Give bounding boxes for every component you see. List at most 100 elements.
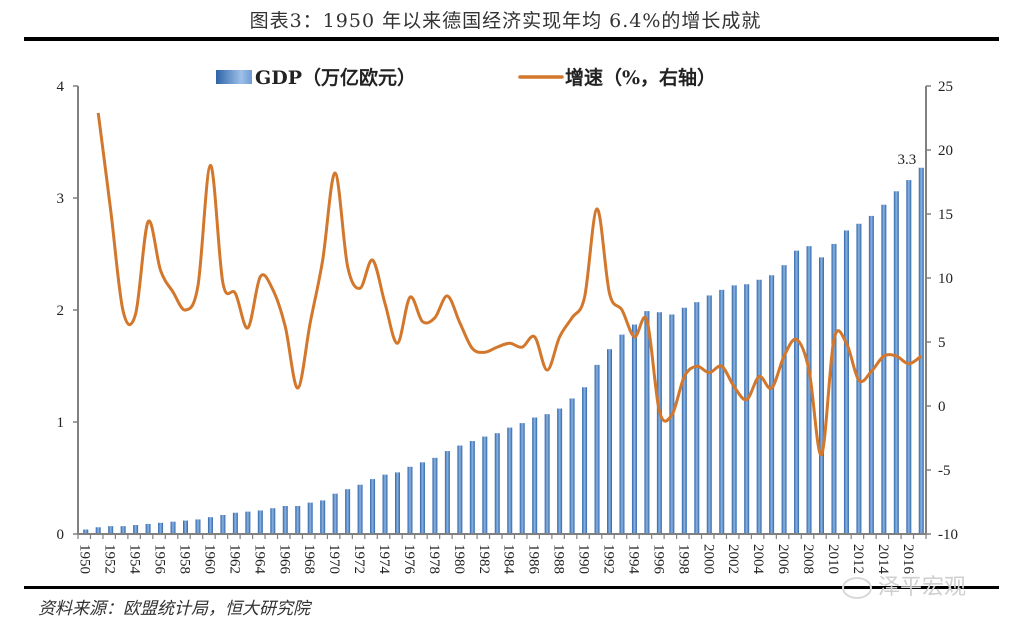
gdp-bar-2013 <box>868 215 874 535</box>
x-tick-label: 1998 <box>675 544 691 574</box>
x-tick-label: 2006 <box>775 544 791 575</box>
gdp-bar-1979 <box>444 451 450 534</box>
x-tick-label: 2012 <box>850 544 866 574</box>
axis-labels: 0 1 2 3 4 -10 -5 0 5 10 15 20 25 1950 1952 1954 1956 1958… <box>57 79 959 575</box>
watermark-text: 泽平宏观 <box>878 575 967 600</box>
x-tick-label: 1984 <box>501 544 517 575</box>
gdp-bar-1974 <box>382 474 388 534</box>
x-tick-label: 1962 <box>226 544 242 574</box>
x-tick-label: 2010 <box>825 544 841 574</box>
gdp-bar-1969 <box>320 500 326 534</box>
gdp-bar-2010 <box>831 243 837 535</box>
x-tick-label: 1982 <box>476 544 492 574</box>
axes <box>73 85 931 539</box>
gdp-bar-1968 <box>307 502 313 534</box>
x-tick-label: 1992 <box>601 544 617 574</box>
gdp-bar-1996 <box>656 312 662 534</box>
gdp-bar-2003 <box>744 284 750 534</box>
gdp-bar-1951 <box>95 527 101 534</box>
legend: GDP（万亿欧元） 增速（%，右轴） <box>216 66 716 89</box>
x-tick-label: 1952 <box>102 544 118 574</box>
gdp-bar-2005 <box>769 275 775 534</box>
legend-growth-label: 增速（%，右轴） <box>565 66 716 89</box>
gdp-bar-1991 <box>594 364 600 534</box>
left-tick-label: 4 <box>57 79 65 95</box>
gdp-bar-1997 <box>669 314 675 534</box>
gdp-bar-1960 <box>207 517 213 534</box>
x-tick-label: 2004 <box>750 544 766 575</box>
gdp-bar-1981 <box>469 441 475 534</box>
gdp-bar-2006 <box>781 265 787 534</box>
x-tick-label: 1950 <box>77 544 93 574</box>
legend-gdp-label: GDP（万亿欧元） <box>255 66 416 89</box>
gdp-bar-2001 <box>719 289 725 534</box>
right-tick-label: 5 <box>938 335 946 351</box>
gdp-bar-1950 <box>83 529 89 534</box>
x-tick-label: 1980 <box>451 544 467 574</box>
right-tick-label: 25 <box>938 79 953 95</box>
x-tick-label: 1974 <box>376 544 392 575</box>
gdp-bar-1995 <box>644 311 650 534</box>
gdp-bar-1954 <box>133 525 139 534</box>
left-tick-label: 2 <box>57 303 65 319</box>
gdp-bar-1975 <box>395 472 400 534</box>
bottom-rule <box>24 586 999 589</box>
gdp-bar-1965 <box>270 508 276 534</box>
top-rule <box>24 37 999 41</box>
gdp-bar-2009 <box>819 257 824 534</box>
x-tick-label: 1970 <box>326 544 342 574</box>
x-tick-label: 2000 <box>700 544 716 574</box>
gdp-bar-1982 <box>482 436 488 534</box>
gdp-bar-1958 <box>183 520 188 534</box>
gdp-bar-2002 <box>731 285 737 534</box>
gdp-bar-1959 <box>195 519 201 534</box>
left-tick-label: 1 <box>57 415 65 431</box>
x-tick-label: 1996 <box>650 544 666 575</box>
gdp-bars <box>83 167 924 535</box>
legend-bar-swatch <box>216 70 252 84</box>
gdp-bar-2016 <box>906 180 912 534</box>
gdp-bar-1980 <box>457 445 463 534</box>
gdp-bar-1976 <box>407 466 413 534</box>
source-note: 资料来源：欧盟统计局，恒大研究院 <box>38 599 310 619</box>
gdp-bar-1993 <box>619 334 625 534</box>
gdp-bar-1961 <box>220 514 226 534</box>
gdp-bar-2014 <box>881 204 887 534</box>
gdp-bar-1987 <box>544 414 550 534</box>
gdp-bar-1989 <box>569 398 575 534</box>
chart-title: 图表3：1950 年以来德国经济实现年均 6.4%的增长成就 <box>249 10 762 32</box>
gdp-bar-1962 <box>232 512 238 534</box>
gdp-bar-2008 <box>806 246 812 534</box>
right-tick-label: -10 <box>938 527 958 543</box>
gdp-bar-1998 <box>681 307 687 534</box>
x-tick-label: 1968 <box>301 544 317 574</box>
gdp-bar-2015 <box>893 191 899 534</box>
gdp-bar-1988 <box>557 408 563 534</box>
gdp-bar-1957 <box>170 521 176 534</box>
gdp-bar-1977 <box>419 462 425 534</box>
gdp-bar-1972 <box>357 484 363 534</box>
x-tick-label: 1988 <box>551 544 567 574</box>
gdp-bar-1990 <box>582 387 588 534</box>
x-tick-label: 1958 <box>177 544 193 574</box>
growth-line <box>96 112 923 457</box>
left-tick-label: 0 <box>57 527 65 543</box>
x-tick-label: 2008 <box>800 544 816 574</box>
x-tick-label: 1966 <box>276 544 292 575</box>
right-tick-label: 10 <box>938 271 953 287</box>
right-tick-label: -5 <box>938 463 951 479</box>
x-tick-label: 2016 <box>900 544 916 575</box>
gdp-bar-1984 <box>507 427 513 534</box>
gdp-bar-1983 <box>494 433 500 534</box>
data-label-2017: 3.3 <box>898 152 917 168</box>
x-tick-label: 1964 <box>251 544 267 575</box>
x-tick-label: 1978 <box>426 544 442 574</box>
watermark: 泽平宏观 <box>842 569 966 601</box>
gdp-bar-1985 <box>519 423 525 534</box>
gdp-bar-2017 <box>918 167 924 534</box>
gdp-bar-1970 <box>332 493 338 534</box>
gdp-bar-1955 <box>145 523 151 534</box>
gdp-bar-1963 <box>245 511 251 534</box>
x-tick-label: 1986 <box>526 544 542 575</box>
